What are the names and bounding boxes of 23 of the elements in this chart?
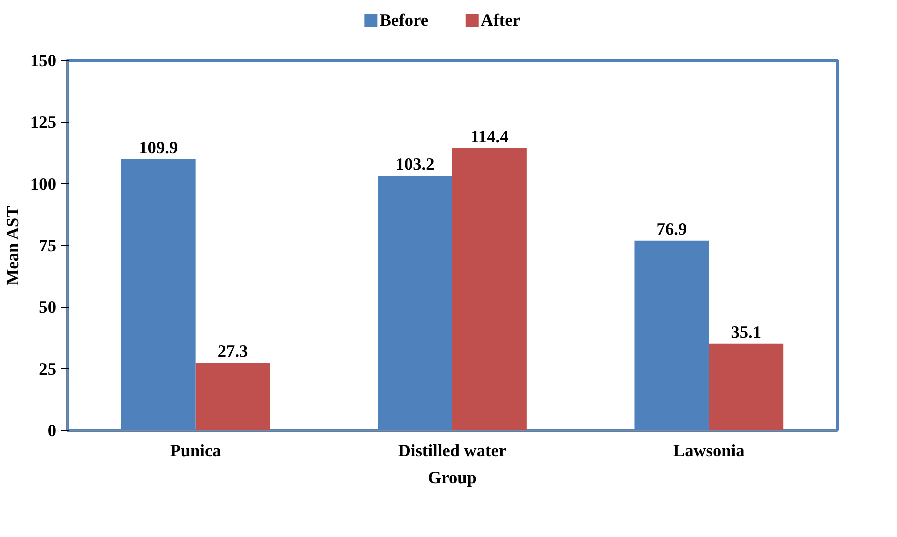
data-label: 35.1 xyxy=(731,322,762,342)
x-axis-title: Group xyxy=(428,468,477,488)
data-label: 103.2 xyxy=(396,154,435,174)
legend-label: After xyxy=(481,11,521,30)
y-tick-label: 0 xyxy=(48,422,57,440)
x-tick-label: Distilled water xyxy=(398,442,507,460)
bar xyxy=(196,363,270,430)
data-label: 109.9 xyxy=(139,138,178,158)
x-tick-label: Lawsonia xyxy=(674,442,746,460)
y-tick-label: 100 xyxy=(30,174,57,194)
y-tick-label: 150 xyxy=(30,52,57,70)
y-axis-title: Mean AST xyxy=(4,206,23,286)
data-label: 27.3 xyxy=(218,342,249,362)
y-tick-label: 75 xyxy=(39,236,57,256)
y-tick-label: 25 xyxy=(39,360,57,379)
y-tick-label: 50 xyxy=(39,298,56,318)
data-label: 76.9 xyxy=(656,220,688,239)
legend-label: Before xyxy=(380,11,429,30)
bar xyxy=(709,344,784,430)
data-label: 114.4 xyxy=(470,127,510,146)
bar xyxy=(452,148,527,430)
x-tick-label: Punica xyxy=(170,442,222,460)
y-tick-label: 125 xyxy=(30,113,57,132)
